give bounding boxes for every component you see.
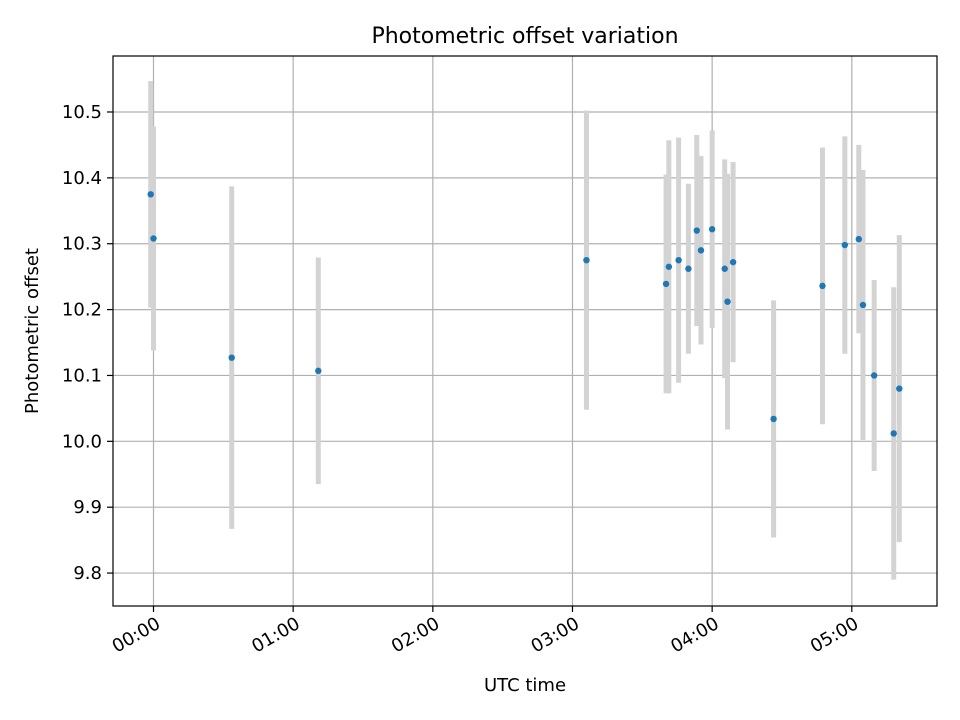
data-point <box>721 265 728 272</box>
data-point <box>662 280 670 288</box>
y-tick-label: 10.0 <box>62 431 102 452</box>
x-tick-label: 01:00 <box>248 613 303 657</box>
data-points <box>147 191 903 437</box>
data-point <box>693 227 700 234</box>
y-tick-label: 10.3 <box>62 234 102 255</box>
data-point <box>697 247 705 254</box>
y-tick-label: 10.2 <box>62 300 102 321</box>
x-tick-label: 04:00 <box>667 613 722 657</box>
data-point <box>859 301 867 309</box>
y-tick-label: 9.8 <box>73 563 102 584</box>
data-point <box>315 367 322 375</box>
y-tick-label: 10.4 <box>62 168 102 189</box>
data-point <box>729 258 737 266</box>
data-point <box>675 256 682 264</box>
x-tick-label: 02:00 <box>388 613 443 657</box>
y-tick-label: 10.5 <box>62 102 102 123</box>
data-point <box>841 241 849 249</box>
x-tick-label: 03:00 <box>528 613 583 657</box>
data-point <box>228 354 235 361</box>
y-tick-label: 9.9 <box>73 497 102 518</box>
data-point <box>819 282 826 290</box>
data-point <box>583 256 590 264</box>
chart-title: Photometric offset variation <box>371 24 678 49</box>
data-point <box>896 385 903 392</box>
data-point <box>724 298 731 305</box>
data-point <box>890 430 897 437</box>
data-point <box>147 191 154 198</box>
data-point <box>708 226 716 233</box>
y-tick-label: 10.1 <box>62 365 102 386</box>
plot-frame <box>112 55 938 607</box>
x-tick-label: 05:00 <box>807 613 862 657</box>
data-point <box>870 372 878 379</box>
data-point <box>855 235 862 243</box>
data-point <box>665 263 673 270</box>
y-axis-label: Photometric offset <box>22 248 43 414</box>
x-axis-ticks: 00:00 01:00 02:00 03:00 04:00 05:00 <box>109 606 862 657</box>
grid <box>113 56 937 606</box>
data-point <box>150 235 157 242</box>
data-point <box>685 265 692 272</box>
x-tick-label: 00:00 <box>109 613 164 657</box>
y-axis-ticks: 9.8 9.9 10.0 10.1 10.2 10.3 10.4 10.5 <box>62 102 113 584</box>
data-point <box>770 415 777 423</box>
x-axis-label: UTC time <box>484 675 566 696</box>
error-bars <box>148 81 902 580</box>
